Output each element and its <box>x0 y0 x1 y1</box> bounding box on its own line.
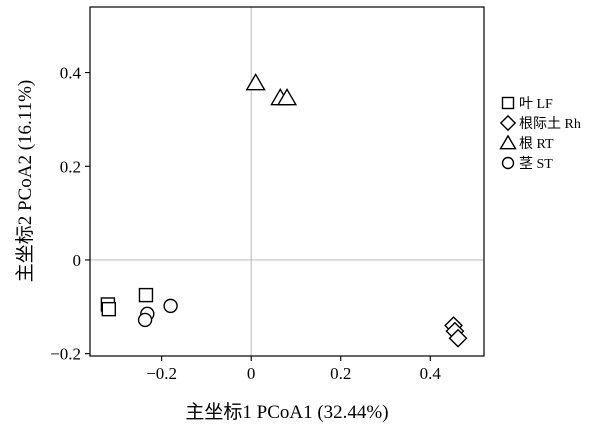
data-points <box>100 73 468 348</box>
data-point-triangle <box>276 88 298 106</box>
legend-label: 根际土 Rh <box>519 116 581 132</box>
data-point-square <box>101 301 117 317</box>
y-axis-title: 主坐标2 PCoA2 (16.11%) <box>14 80 36 283</box>
legend-label: 茎 ST <box>519 156 553 172</box>
y-tick-label: −0.2 <box>50 345 81 364</box>
data-point-diamond <box>448 328 468 348</box>
data-point-circle <box>137 312 153 328</box>
x-tick-label: −0.2 <box>146 364 177 383</box>
legend-label: 叶 LF <box>519 96 553 112</box>
axis-ticks: −0.2 0 0.2 0.4 −0.2 0 0.2 0.4 <box>50 64 441 383</box>
legend-marker-triangle <box>499 134 517 150</box>
legend-marker-square <box>501 96 515 110</box>
y-tick-label: 0.4 <box>60 64 82 83</box>
y-tick-label: 0.2 <box>60 157 81 176</box>
x-axis-title: 主坐标1 PCoA1 (32.44%) <box>185 401 388 423</box>
data-point-circle <box>163 298 178 314</box>
x-tick-label: 0.2 <box>330 364 351 383</box>
legend-label: 根 RT <box>519 136 554 152</box>
legend: 叶 LF 根际土 Rh 根 RT 茎 ST <box>499 96 581 172</box>
reference-lines <box>90 7 484 356</box>
data-point-square <box>138 287 154 303</box>
data-point-triangle <box>245 73 266 91</box>
plot-frame <box>89 6 485 357</box>
legend-marker-diamond <box>499 114 517 132</box>
x-tick-label: 0.4 <box>420 364 442 383</box>
x-tick-label: 0 <box>247 364 256 383</box>
legend-marker-circle <box>501 156 515 170</box>
y-tick-label: 0 <box>73 251 82 270</box>
